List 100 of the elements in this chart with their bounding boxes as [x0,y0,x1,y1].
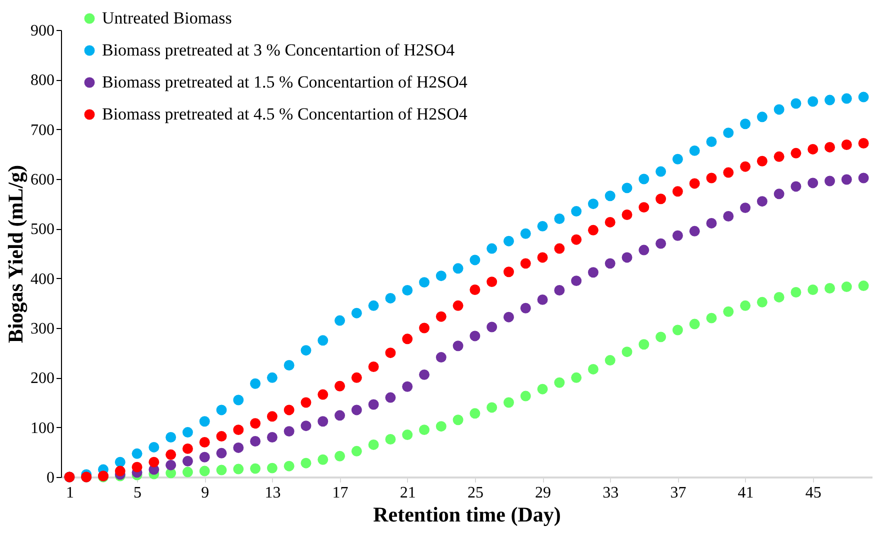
point [554,214,565,224]
point [318,454,328,465]
point [588,224,598,236]
point [808,96,818,107]
point [132,448,142,459]
point [604,190,616,202]
point [689,226,700,236]
point [774,188,784,200]
point [808,178,818,188]
point [622,252,632,263]
point [672,230,683,241]
point [334,315,346,326]
point [571,234,582,245]
point [520,302,531,314]
point [368,439,379,450]
point [148,456,160,468]
point [233,442,244,453]
legend-label: Biomass pretreated at 4.5 % Concentartion of H2SO4 [102,104,468,124]
point [554,243,565,254]
point [470,254,480,266]
point [672,154,683,164]
point [790,181,802,192]
point [774,104,784,115]
point [841,139,852,150]
y-tick-label: 100 [30,420,54,437]
legend-label: Biomass pretreated at 1.5 % Concentartion of H2SO4 [102,72,468,92]
point [824,283,836,294]
point [520,390,531,402]
point [503,397,514,408]
point [334,410,346,421]
point [250,463,261,474]
point [808,144,818,154]
point [266,372,278,383]
point [233,394,244,406]
point [452,414,464,426]
x-tick-label: 21 [400,484,416,502]
point [604,216,616,228]
point [233,424,244,436]
point [656,194,666,204]
point [368,300,379,311]
point [858,92,869,102]
point [588,198,598,210]
point [774,151,784,162]
x-tick-label: 25 [467,484,484,502]
point [436,311,446,322]
point [300,345,312,356]
point [554,285,565,296]
x-tick-label: 1 [66,484,74,502]
point [266,462,278,474]
point [672,324,683,336]
point [638,339,650,350]
point [385,392,396,403]
point [706,136,717,147]
point [419,369,430,380]
x-axis-title: Retention time (Day) [373,502,561,526]
point [486,322,498,332]
point [351,404,362,416]
point [638,244,650,256]
point [166,449,176,460]
point [723,128,734,138]
point [486,276,498,288]
point [216,404,227,416]
point [318,335,328,346]
point [182,443,193,454]
point [656,166,666,177]
point [672,186,683,197]
point [858,138,869,148]
y-tick-label: 0 [46,470,54,486]
point [756,196,768,207]
point [266,432,278,442]
point [385,434,396,444]
point [470,408,480,419]
point [790,287,802,298]
point [723,211,734,222]
point [808,284,818,295]
point [166,460,176,470]
point [182,466,193,478]
point [250,418,261,429]
legend-label: Untreated Biomass [102,8,232,28]
point [841,93,852,104]
x-tick-label: 5 [134,484,142,502]
point [114,466,126,476]
x-tick-label: 45 [805,484,822,502]
point [199,452,210,462]
point [588,364,598,374]
y-tick-label: 300 [30,320,54,338]
point [622,182,632,194]
point [824,94,836,106]
point [284,404,294,416]
point [756,112,768,122]
point [182,427,193,438]
point [656,332,666,342]
point [300,420,312,432]
point [520,258,531,269]
point [266,411,278,422]
point [689,178,700,189]
point [588,267,598,278]
x-tick-label: 9 [201,484,210,502]
y-axis-title: Biogas Yield (mL/g) [4,164,28,344]
point [216,431,227,442]
